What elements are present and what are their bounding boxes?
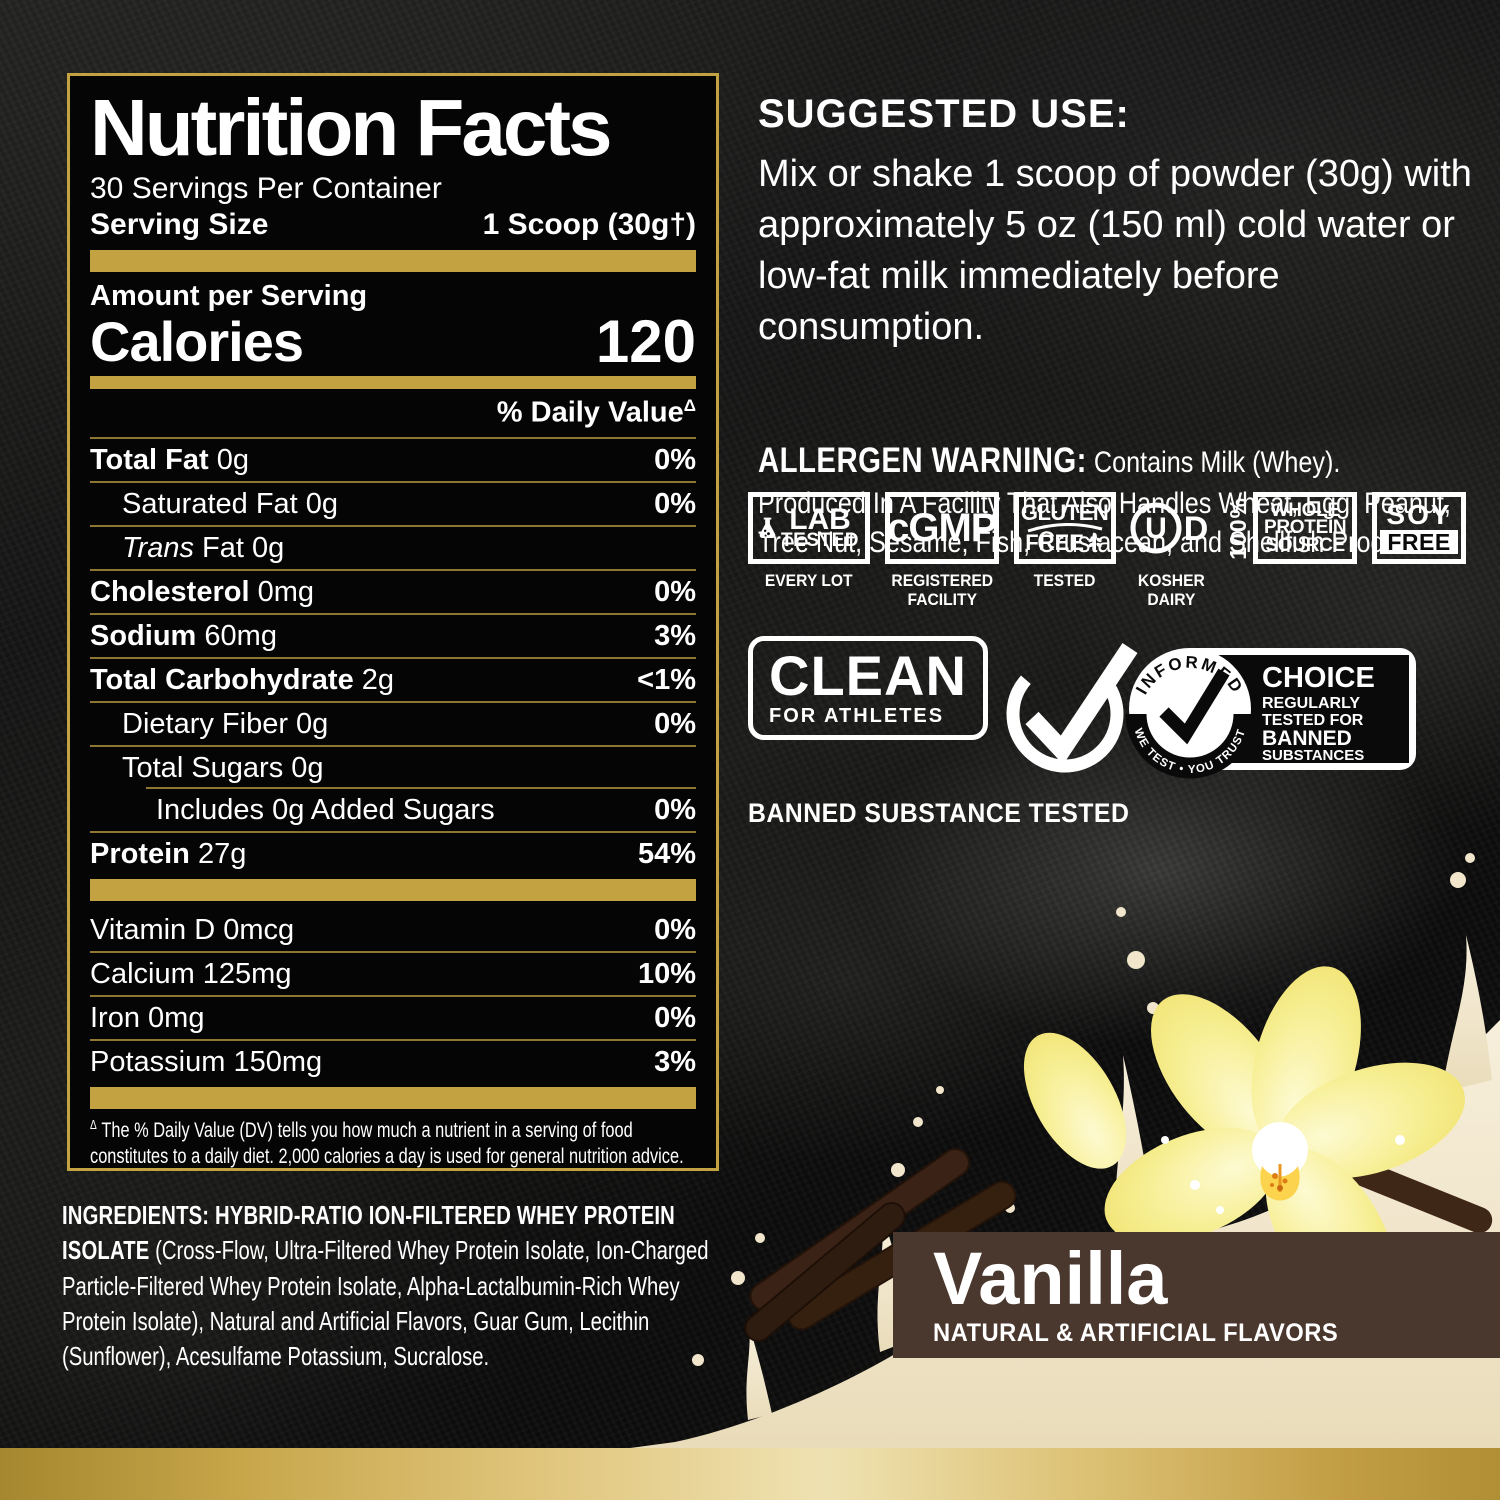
daily-value-cell: 0%	[654, 443, 696, 476]
suggested-use-heading: SUGGESTED USE:	[758, 92, 1130, 136]
vitamin-rows-group: Vitamin D 0mcg 0% Calcium 125mg 10% Iron…	[90, 909, 696, 1083]
serving-size-label: Serving Size	[90, 208, 269, 241]
nutrition-row-total-fat: Total Fat 0g 0%	[90, 439, 696, 483]
nutrition-row-cholesterol: Cholesterol 0mg 0%	[90, 571, 696, 615]
calories-label: Calories	[90, 310, 304, 373]
calories-value: 120	[595, 308, 696, 376]
nutrition-facts-panel: Nutrition Facts 30 Servings Per Containe…	[67, 73, 719, 1171]
daily-value-cell: 54%	[637, 837, 696, 870]
daily-value-cell: 3%	[654, 619, 696, 652]
daily-value-cell: 3%	[654, 1045, 696, 1078]
suggested-use-body: Mix or shake 1 scoop of powder (30g) wit…	[758, 153, 1472, 348]
svg-text:BANNED: BANNED	[1262, 727, 1352, 750]
suggested-use-section: SUGGESTED USE: Mix or shake 1 scoop of p…	[758, 92, 1483, 353]
daily-value-cell: 0%	[654, 575, 696, 608]
certification-badge-row: LAB TESTED EVERY LOT cGMP REGISTERED FAC…	[748, 492, 1466, 609]
daily-value-cell: 0%	[654, 707, 696, 740]
gold-footer-bar	[0, 1448, 1500, 1500]
badge-cgmp: cGMP REGISTERED FACILITY	[884, 492, 999, 610]
servings-per-container: 30 Servings Per Container	[90, 172, 442, 205]
nutrition-row-iron: Iron 0mg 0%	[90, 997, 696, 1041]
ingredients-heading: INGREDIENTS: HYBRID-RATIO ION-FILTERED W…	[62, 1200, 675, 1266]
badge-whole-protein-source: 100% WHOLE PROTEIN SOURCE	[1225, 492, 1358, 564]
amount-per-serving-label: Amount per Serving	[90, 280, 368, 312]
badge-caption: TESTED	[1033, 571, 1096, 590]
nutrition-row-total-sugars: Total Sugars 0g	[90, 747, 696, 789]
badge-lab-tested: LAB TESTED EVERY LOT	[748, 492, 870, 590]
informed-choice-check-icon: INFORMED WE TEST • YOU TRUST CHOICE REGU…	[1125, 648, 1416, 779]
serving-size-value: 1 Scoop (30g†)	[482, 208, 696, 241]
svg-text:TESTED FOR: TESTED FOR	[1262, 712, 1364, 729]
informed-choice-title: CHOICE	[1262, 662, 1375, 694]
nutrition-row-trans-fat: Trans Fat 0g	[90, 527, 696, 571]
nutrition-row-total-carbohydrate: Total Carbohydrate 2g <1%	[90, 659, 696, 703]
daily-value-footnote: Δ The % Daily Value (DV) tells you how m…	[90, 1116, 684, 1169]
wheat-icon	[1088, 532, 1102, 552]
daily-value-cell: <1%	[637, 663, 696, 696]
flavor-subtitle: NATURAL & ARTIFICIAL FLAVORS	[933, 1319, 1339, 1347]
daily-value-cell: 0%	[654, 1001, 696, 1034]
clean-caption: BANNED SUBSTANCE TESTED	[748, 798, 1130, 828]
gold-divider-bar	[90, 250, 696, 272]
ingredients-statement: INGREDIENTS: HYBRID-RATIO ION-FILTERED W…	[62, 1198, 721, 1375]
gold-divider-bar	[90, 376, 696, 390]
kosher-u-icon: U D	[1130, 502, 1209, 554]
swoosh-icon	[1027, 522, 1102, 533]
badge-gluten-free: GLUTEN FREE TESTED	[1013, 492, 1116, 590]
badge-caption: REGISTERED FACILITY	[890, 571, 993, 610]
nutrient-rows-group: Total Fat 0g 0% Saturated Fat 0g 0% Tran…	[90, 439, 696, 875]
nutrition-row-added-sugars: Includes 0g Added Sugars 0%	[90, 789, 696, 833]
nutrition-row-dietary-fiber: Dietary Fiber 0g 0%	[90, 703, 696, 747]
nutrition-row-sodium: Sodium 60mg 3%	[90, 615, 696, 659]
calories-row: Calories 120	[90, 308, 696, 376]
daily-value-footnote-mark: Δ	[683, 396, 696, 416]
flask-icon	[759, 517, 776, 538]
nutrition-row-vitamin-d: Vitamin D 0mcg 0%	[90, 909, 696, 953]
clean-for-athletes-certification: CLEAN FOR ATHLETES BANNED SUBSTANCE TEST…	[748, 636, 1163, 829]
svg-text:D: D	[1184, 510, 1209, 548]
badge-caption: KOSHER DAIRY	[1137, 571, 1205, 610]
gold-divider-bar	[90, 1086, 696, 1109]
svg-text:REGULARLY: REGULARLY	[1262, 695, 1360, 712]
badge-kosher-dairy: U D KOSHER DAIRY	[1130, 492, 1212, 609]
daily-value-cell: 10%	[637, 957, 696, 990]
nutrition-row-saturated-fat: Saturated Fat 0g 0%	[90, 483, 696, 527]
informed-choice-certification: INFORMED WE TEST • YOU TRUST CHOICE REGU…	[1112, 628, 1422, 803]
daily-value-header: % Daily ValueΔ	[90, 394, 696, 439]
daily-value-cell: 0%	[654, 487, 696, 520]
gold-divider-bar	[90, 878, 696, 901]
svg-text:U: U	[1146, 512, 1168, 545]
flavor-name: Vanilla	[933, 1237, 1168, 1320]
badge-caption: EVERY LOT	[765, 571, 853, 590]
ingredients-list: (Cross-Flow, Ultra-Filtered Whey Protein…	[62, 1235, 709, 1372]
milk-droplets	[692, 853, 1475, 1366]
nutrition-facts-title: Nutrition Facts	[90, 83, 612, 172]
allergen-heading: ALLERGEN WARNING:	[758, 441, 1087, 480]
nutrition-row-potassium: Potassium 150mg 3%	[90, 1045, 696, 1078]
nutrition-row-protein: Protein 27g 54%	[90, 837, 696, 870]
daily-value-cell: 0%	[654, 913, 696, 946]
svg-text:SUBSTANCES: SUBSTANCES	[1262, 747, 1364, 764]
vanilla-flower-illustration	[1023, 966, 1465, 1313]
flavor-callout-box: Vanilla NATURAL & ARTIFICIAL FLAVORS	[893, 1232, 1500, 1358]
nutrition-row-calcium: Calcium 125mg 10%	[90, 953, 696, 997]
serving-size-row: Serving Size 1 Scoop (30g†)	[90, 208, 696, 242]
daily-value-cell: 0%	[654, 793, 696, 826]
badge-soy-free: SOY FREE	[1371, 492, 1466, 564]
banned-substance-check-icon	[1006, 643, 1138, 773]
